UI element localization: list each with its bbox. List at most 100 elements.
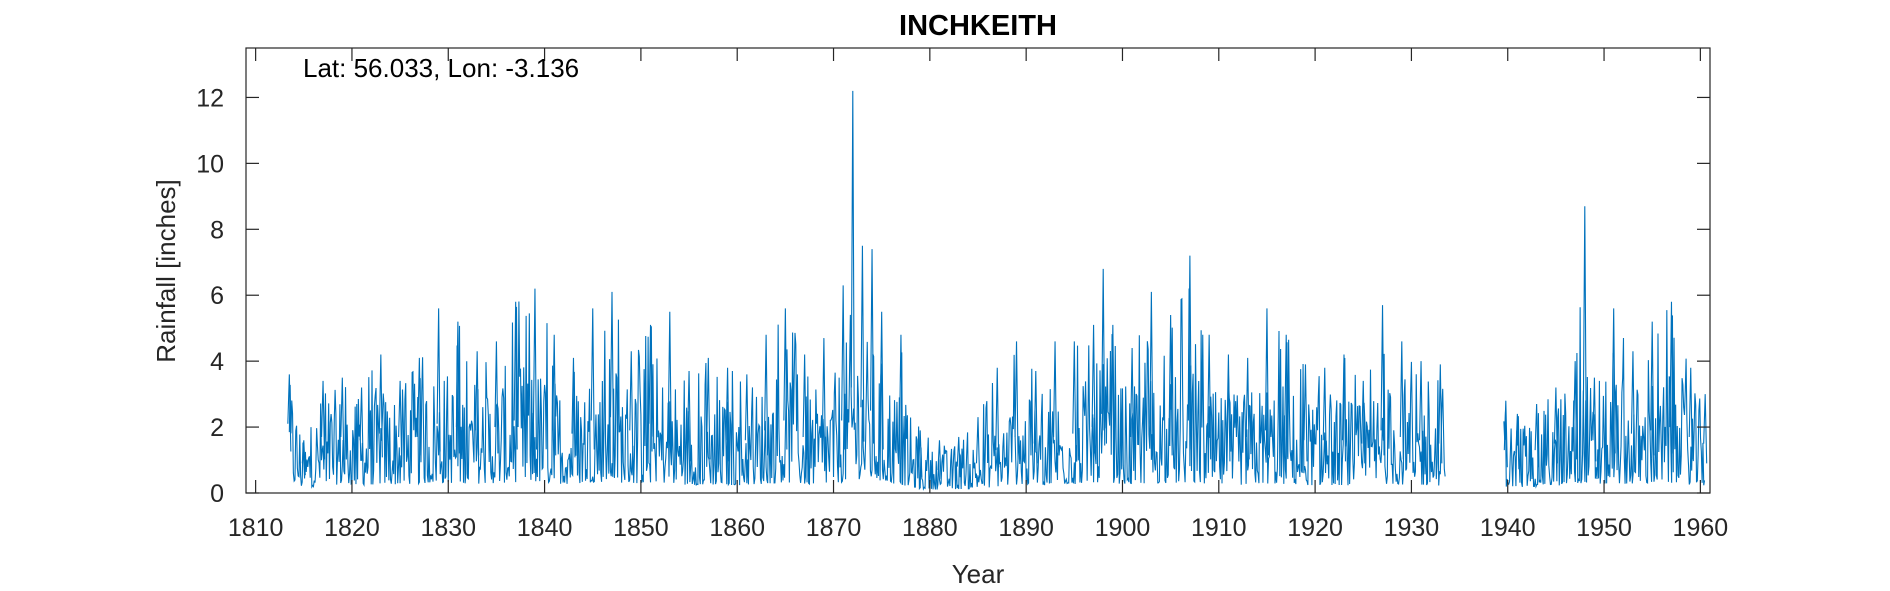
rainfall-peak-spike — [918, 430, 923, 478]
rainfall-peak-spike — [301, 440, 306, 476]
rainfall-peak-spike — [802, 354, 807, 460]
rainfall-peak-spike — [879, 311, 884, 450]
rainfall-peak-spike — [1207, 334, 1212, 460]
rainfall-peak-spike — [1072, 341, 1077, 458]
rainfall-peak-spike — [1101, 268, 1106, 446]
rainfall-peak-spike — [850, 90, 855, 430]
rainfall-peak-spike — [1503, 400, 1508, 468]
rainfall-peak-spike — [1611, 308, 1616, 454]
rainfall-peak-spike — [1573, 361, 1578, 460]
rainfall-peak-spike — [1534, 403, 1539, 468]
x-tick-label: 1850 — [613, 514, 669, 542]
rainfall-peak-spike — [1630, 351, 1635, 458]
rainfall-peak-spike — [783, 308, 788, 450]
rainfall-peak-spike — [937, 440, 942, 480]
x-tick-label: 1890 — [998, 514, 1054, 542]
chart-title: INCHKEITH — [899, 10, 1057, 42]
rainfall-peak-spike — [1149, 291, 1154, 452]
rainfall-peak-spike — [532, 288, 537, 450]
rainfall-peak-spike — [1168, 314, 1173, 456]
x-tick-label: 1820 — [324, 514, 380, 542]
rainfall-peak-spike — [1130, 347, 1135, 460]
rainfall-peak-spike — [378, 354, 383, 458]
rainfall-peak-spike — [1650, 321, 1655, 456]
axes-box — [245, 47, 1711, 494]
rainfall-peak-spike — [287, 374, 292, 452]
x-tick-label: 1930 — [1384, 514, 1440, 542]
x-axis-label: Year — [952, 559, 1005, 589]
rainfall-peak-spike — [590, 308, 595, 450]
y-ticks: 0 2 4 6 8 10 12 — [196, 84, 1710, 508]
rainfall-peak-spike — [1091, 324, 1096, 454]
rainfall-peak-spike — [494, 341, 499, 454]
rainfall-peak-spike — [1110, 324, 1115, 454]
rainfall-peak-spike — [1582, 206, 1587, 450]
x-tick-label: 1950 — [1576, 514, 1632, 542]
y-tick-label: 0 — [210, 480, 224, 508]
rainfall-peak-spike — [764, 334, 769, 456]
rainfall-peak-spike — [860, 245, 865, 442]
rainfall-peak-spike — [1303, 364, 1308, 462]
series-layer — [287, 90, 1708, 491]
rainfall-peak-spike — [1053, 341, 1058, 460]
rainfall-peak-spike — [687, 371, 692, 462]
rainfall-peak-spike — [398, 380, 403, 460]
rainfall-peak-spike — [629, 351, 634, 456]
y-tick-label: 6 — [210, 282, 224, 310]
rainfall-peak-spike — [821, 338, 826, 460]
rainfall-series-line — [288, 288, 1446, 491]
x-tick-label: 1830 — [420, 514, 476, 542]
rainfall-peak-spike — [667, 311, 672, 454]
y-axis-label: Rainfall [inches] — [151, 179, 181, 363]
x-tick-label: 1860 — [709, 514, 765, 542]
x-tick-label: 1810 — [228, 514, 284, 542]
x-tick-label: 1880 — [902, 514, 958, 542]
rainfall-peak-spike — [744, 374, 749, 462]
rainfall-peak-spike — [513, 301, 518, 450]
rainfall-peak-spike — [1553, 387, 1558, 464]
rainfall-peak-spike — [870, 249, 875, 444]
rainfall-peak-spike — [475, 351, 480, 456]
x-tick-label: 1840 — [517, 514, 573, 542]
y-tick-label: 4 — [210, 348, 224, 376]
rainfall-peak-spike — [340, 377, 345, 460]
x-tick-label: 1960 — [1673, 514, 1729, 542]
y-tick-label: 10 — [196, 150, 224, 178]
rainfall-peak-spike — [1264, 308, 1269, 456]
rainfall-peak-spike — [648, 324, 653, 452]
rainfall-peak-spike — [1245, 357, 1250, 460]
rainfall-peak-spike — [1438, 364, 1443, 464]
rainfall-peak-spike — [706, 357, 711, 460]
rainfall-peak-spike — [552, 334, 557, 456]
rainfall-peak-spike — [1669, 301, 1674, 454]
x-tick-label: 1910 — [1191, 514, 1247, 542]
rainfall-peak-spike — [1361, 380, 1366, 464]
y-tick-label: 12 — [196, 84, 224, 112]
rainfall-peak-spike — [571, 357, 576, 458]
rainfall-peak-spike — [956, 436, 961, 478]
rainfall-peak-spike — [436, 308, 441, 452]
x-tick-label: 1870 — [806, 514, 862, 542]
rainfall-peak-spike — [1226, 354, 1231, 462]
rainfall-peak-spike — [995, 367, 1000, 468]
rainfall-peak-spike — [1033, 371, 1038, 464]
y-tick-label: 2 — [210, 414, 224, 442]
x-tick-label: 1900 — [1095, 514, 1151, 542]
rainfall-series-line — [1503, 307, 1706, 489]
rainfall-peak-spike — [1380, 305, 1385, 456]
rainfall-peak-spike — [1284, 334, 1289, 458]
rainfall-peak-spike — [321, 380, 326, 460]
rainfall-peak-spike — [1322, 367, 1327, 462]
rainfall-peak-spike — [609, 291, 615, 448]
x-ticks: 1810 1820 1830 1840 1850 1860 1870 1880 1890 1900… — [228, 48, 1728, 542]
location-annotation: Lat: 56.033, Lon: -3.136 — [303, 53, 579, 83]
rainfall-peak-spike — [1688, 367, 1693, 460]
y-tick-label: 8 — [210, 216, 224, 244]
rainfall-peak-spike — [1187, 255, 1192, 450]
rainfall-peak-spike — [1014, 341, 1019, 460]
rainfall-peak-spike — [1341, 354, 1347, 462]
rainfall-peak-spike — [359, 387, 364, 462]
x-tick-label: 1940 — [1480, 514, 1536, 542]
rainfall-peak-spike — [1419, 361, 1424, 462]
